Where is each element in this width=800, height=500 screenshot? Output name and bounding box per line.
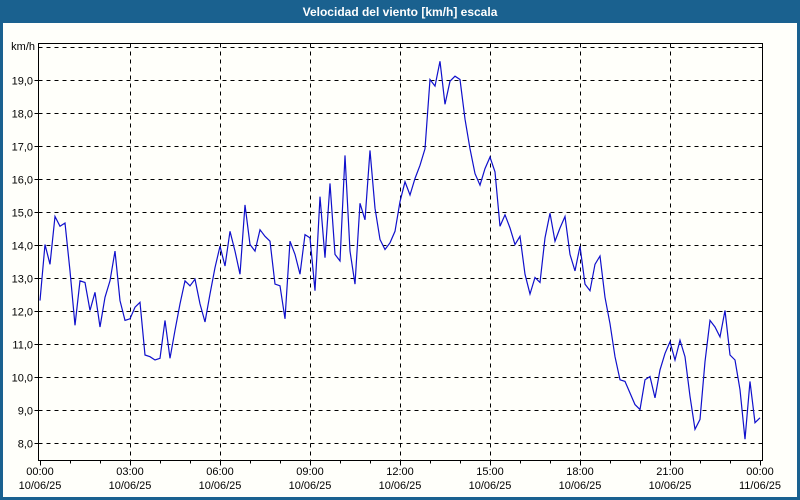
chart-title: Velocidad del viento [km/h] escala xyxy=(302,4,498,19)
x-tick-date-label: 10/06/25 xyxy=(19,480,62,492)
x-tick-date-label: 10/06/25 xyxy=(469,480,512,492)
x-tick-time-label: 15:00 xyxy=(476,466,504,478)
y-tick-label: 11,0 xyxy=(12,340,33,352)
y-tick-label: 16,0 xyxy=(12,175,33,187)
y-tick-label: 12,0 xyxy=(12,307,33,319)
y-tick-label: 13,0 xyxy=(12,274,33,286)
x-tick-date-label: 10/06/25 xyxy=(379,480,422,492)
axis-labels: 8,0 9,0 10,0 11,0 12,0 13,0 14,0 15,0 16,0 17,0 18… xyxy=(11,41,781,492)
x-tick-time-label: 03:00 xyxy=(116,466,144,478)
x-tick-date-label: 10/06/25 xyxy=(199,480,242,492)
y-tick-label: 19,0 xyxy=(12,76,33,88)
x-tick-time-label: 06:00 xyxy=(206,466,234,478)
x-tick-date-label: 10/06/25 xyxy=(109,480,152,492)
x-tick-time-label: 12:00 xyxy=(386,466,414,478)
x-tick-time-label: 18:00 xyxy=(566,466,594,478)
x-tick-date-label: 10/06/25 xyxy=(649,480,692,492)
x-tick-date-label: 11/06/25 xyxy=(739,480,781,492)
y-tick-label: 14,0 xyxy=(12,241,33,253)
y-tick-label: 17,0 xyxy=(12,142,33,154)
x-tick-time-label: 00:00 xyxy=(26,466,54,478)
y-unit-label: km/h xyxy=(11,41,35,53)
y-tick-label: 18,0 xyxy=(12,109,33,121)
y-tick-label: 8,0 xyxy=(18,439,33,451)
wind-speed-line xyxy=(39,61,761,440)
x-tick-date-label: 10/06/25 xyxy=(559,480,602,492)
grid-lines xyxy=(38,43,763,461)
x-tick-time-label: 21:00 xyxy=(656,466,684,478)
x-tick-time-label: 00:00 xyxy=(746,466,774,478)
axis-frame-and-ticks xyxy=(34,43,763,466)
y-tick-label: 10,0 xyxy=(12,373,33,385)
x-tick-time-label: 09:00 xyxy=(296,466,324,478)
chart-titlebar: Velocidad del viento [km/h] escala xyxy=(0,0,800,23)
y-tick-label: 15,0 xyxy=(12,208,33,220)
y-tick-label: 9,0 xyxy=(18,406,33,418)
x-tick-date-label: 10/06/25 xyxy=(289,480,332,492)
